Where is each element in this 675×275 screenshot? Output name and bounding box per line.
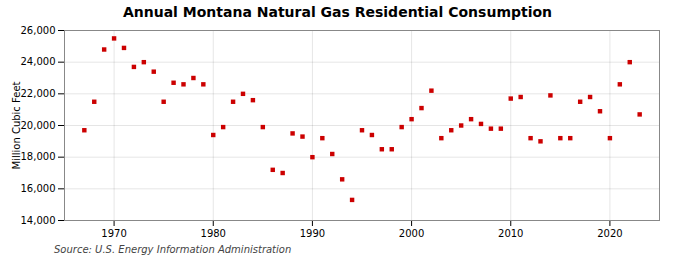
svg-text:22,000: 22,000: [21, 88, 56, 99]
svg-text:26,000: 26,000: [21, 25, 56, 36]
svg-text:18,000: 18,000: [21, 151, 56, 162]
html-text:Annual Montana Natural Gas Res: Annual Montana Natural Gas Residential C…: [122, 4, 553, 20]
svg-text:Million Cubic Feet: Million Cubic Feet: [11, 81, 22, 169]
svg-text:1980: 1980: [201, 228, 226, 239]
svg-text:20,000: 20,000: [21, 120, 56, 131]
svg-text:2000: 2000: [399, 228, 424, 239]
svg-text:2020: 2020: [597, 228, 622, 239]
html-text:Source: U.S. Energy Informatio: Source: U.S. Energy Information Administ…: [54, 244, 292, 255]
svg-text:14,000: 14,000: [21, 215, 56, 226]
svg-text:2010: 2010: [498, 228, 523, 239]
svg-text:1990: 1990: [300, 228, 325, 239]
svg-text:16,000: 16,000: [21, 183, 56, 194]
svg-text:24,000: 24,000: [21, 56, 56, 67]
svg-text:1970: 1970: [101, 228, 126, 239]
